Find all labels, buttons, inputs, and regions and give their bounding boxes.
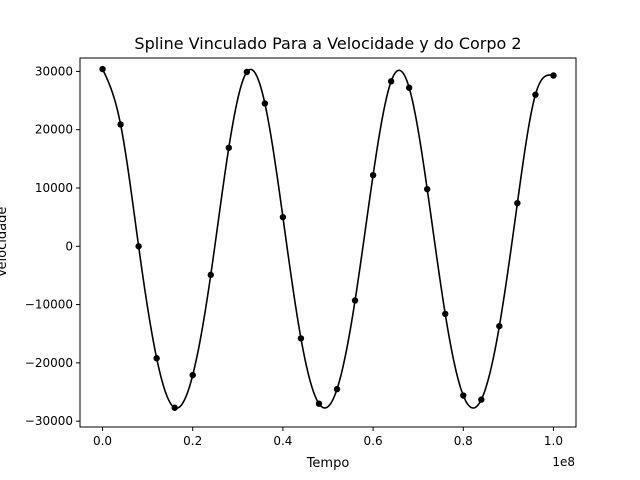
data-point (333, 385, 341, 393)
y-tick-label: 0 (65, 239, 73, 253)
data-point (261, 100, 269, 107)
data-point (550, 72, 557, 79)
x-tick-label: 1.0 (544, 434, 563, 448)
x-axis: 0.0 0.2 0.4 0.6 0.8 1.0 (93, 427, 563, 448)
data-point (189, 371, 196, 379)
data-point (387, 78, 395, 85)
data-point (460, 392, 467, 399)
y-tick-label: −30000 (25, 414, 73, 428)
data-point (351, 297, 359, 304)
data-point (496, 322, 503, 330)
data-point (117, 121, 124, 128)
data-point (153, 355, 160, 362)
y-tick-label: 30000 (35, 64, 73, 78)
data-point (532, 91, 539, 98)
data-point (279, 213, 287, 221)
chart-title: Spline Vinculado Para a Velocidade y do … (134, 34, 521, 53)
data-point (514, 199, 521, 207)
plot-area (99, 65, 557, 411)
data-point (135, 243, 142, 250)
data-point (478, 396, 485, 403)
data-point (99, 65, 106, 73)
x-tick-label: 0.0 (93, 434, 112, 448)
data-point (297, 335, 305, 342)
x-axis-label: Tempo (306, 456, 350, 471)
x-tick-label: 0.2 (183, 434, 202, 448)
data-point (369, 171, 377, 179)
axes-frame (79, 57, 577, 428)
y-tick-label: 20000 (35, 123, 73, 137)
x-axis-offset-label: 1e8 (552, 455, 575, 469)
x-tick-label: 0.6 (364, 434, 383, 448)
y-axis: −30000 −20000 −10000 0 10000 20000 30000 (25, 64, 80, 428)
y-tick-label: 10000 (35, 181, 73, 195)
data-point (442, 310, 449, 318)
data-point (315, 400, 323, 407)
data-point (424, 185, 431, 193)
data-point (243, 68, 251, 76)
x-tick-label: 0.8 (454, 434, 473, 448)
data-point (207, 271, 214, 279)
data-point (171, 404, 178, 411)
y-axis-label: Velocidade (0, 207, 10, 278)
y-tick-label: −20000 (25, 356, 73, 370)
data-point (225, 144, 232, 151)
x-tick-label: 0.4 (273, 434, 292, 448)
data-point (405, 84, 413, 91)
y-tick-label: −10000 (25, 298, 73, 312)
